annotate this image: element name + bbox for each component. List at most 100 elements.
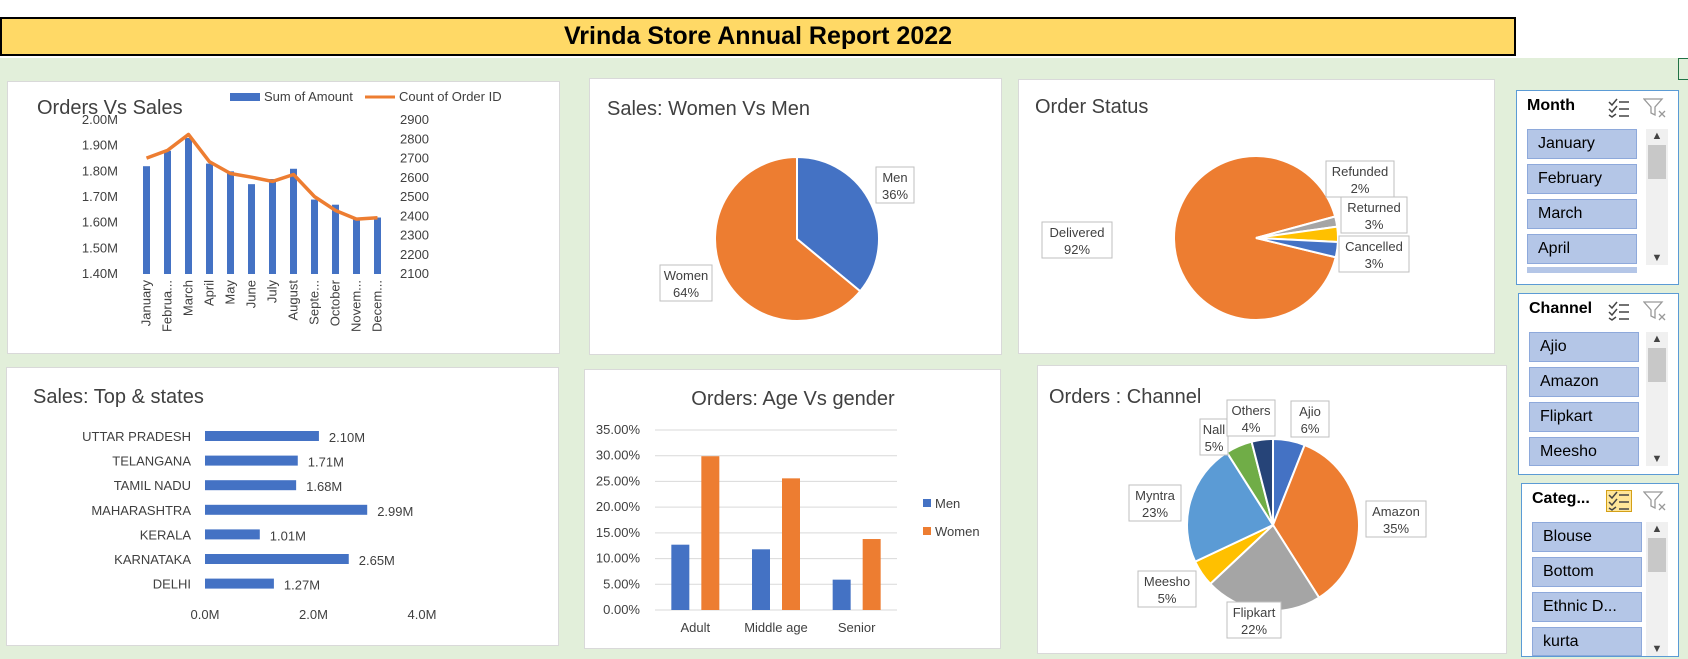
slicer-item-april[interactable]: April <box>1527 234 1637 264</box>
bar-march <box>185 137 192 274</box>
x-tick-label-februa: Februa... <box>160 280 175 332</box>
channel-label-box-meesho <box>1137 570 1197 608</box>
sales-top-states-chart[interactable]: Sales: Top & states UTTAR PRADESH 2.10M TEL… <box>6 367 559 646</box>
slicer-item-meesho[interactable]: Meesho <box>1529 437 1639 466</box>
orders-channel-chart[interactable]: Orders : Channel Ajio 6% Amazon 35% Flipkart 2… <box>1037 365 1507 654</box>
y-tick-label-uttar-pradesh: UTTAR PRADESH <box>82 429 191 444</box>
channel-pct-flipkart: 22% <box>1241 622 1267 637</box>
scroll-up-icon[interactable]: ▲ <box>1651 130 1663 142</box>
legend-swatch-women <box>923 527 931 535</box>
y-tick-label-maharashtra: MAHARASHTRA <box>91 503 191 518</box>
gender-pct-men: 36% <box>882 187 908 202</box>
scroll-thumb[interactable] <box>1648 538 1666 572</box>
scroll-thumb[interactable] <box>1648 348 1666 382</box>
status-label-returned: Returned <box>1347 200 1400 215</box>
y-right-tick-label: 2500 <box>400 189 429 204</box>
gender-slice-men <box>796 155 880 293</box>
y-right-tick-label: 2700 <box>400 151 429 166</box>
slicer-item-bottom[interactable]: Bottom <box>1532 557 1642 587</box>
x-tick-label-decem: Decem... <box>370 280 385 332</box>
slicer-category-scrollbar[interactable]: ▲ ▼ <box>1646 522 1668 656</box>
order-status-chart[interactable]: Order Status Delivered 92% Refunded 2% Return… <box>1018 79 1495 354</box>
legend-swatch-men <box>923 499 931 507</box>
scroll-up-icon[interactable]: ▲ <box>1651 333 1663 345</box>
channel-pct-amazon: 35% <box>1383 521 1409 536</box>
slicer-item-flipkart[interactable]: Flipkart <box>1529 402 1639 432</box>
slicer-month[interactable]: Month January February March April ▲ ▼ <box>1516 90 1679 285</box>
slicer-channel[interactable]: Channel Ajio Amazon Flipkart Meesho ▲ ▼ <box>1518 293 1679 475</box>
scroll-down-icon[interactable]: ▼ <box>1651 453 1663 465</box>
orders-channel-svg: Orders : Channel Ajio 6% Amazon 35% Flipkart 2… <box>1049 386 1427 639</box>
channel-label-ajio: Ajio <box>1299 404 1321 419</box>
scroll-down-icon[interactable]: ▼ <box>1651 643 1663 655</box>
slicer-item-partial <box>1527 267 1637 273</box>
channel-slice-amazon <box>1271 443 1360 599</box>
y-tick-label: 30.00% <box>596 448 641 463</box>
report-title-bar: Vrinda Store Annual Report 2022 <box>0 17 1516 56</box>
slicer-item-blouse[interactable]: Blouse <box>1532 522 1642 552</box>
y-tick-label: 15.00% <box>596 525 641 540</box>
channel-label-flipkart: Flipkart <box>1233 605 1276 620</box>
status-pct-returned: 3% <box>1365 217 1384 232</box>
y-tick-label-telangana: TELANGANA <box>112 454 191 469</box>
slicer-item-february[interactable]: February <box>1527 164 1637 194</box>
channel-pct-ajio: 6% <box>1301 421 1320 436</box>
x-tick-label-adult: Adult <box>681 620 711 635</box>
slicer-category[interactable]: Categ... Blouse Bottom Ethnic D... kurta… <box>1521 483 1679 657</box>
y-tick-label: 10.00% <box>596 551 641 566</box>
status-label-delivered: Delivered <box>1050 225 1105 240</box>
order-status-svg: Order Status Delivered 92% Refunded 2% Return… <box>1035 96 1410 321</box>
chart-title: Orders: Age Vs gender <box>691 388 895 410</box>
clear-filter-icon[interactable] <box>1642 490 1668 512</box>
multi-select-icon[interactable] <box>1606 490 1632 512</box>
chart-title: Orders : Channel <box>1049 386 1201 408</box>
clear-filter-icon[interactable] <box>1642 300 1668 322</box>
bar-senior-women <box>862 539 881 610</box>
sales-women-vs-men-svg: Sales: Women Vs Men Men 36% Women 64% <box>607 98 915 322</box>
scroll-down-icon[interactable]: ▼ <box>1651 252 1663 264</box>
x-tick-label: 2.0M <box>299 607 328 622</box>
slicer-item-march[interactable]: March <box>1527 199 1637 229</box>
gender-label-women: Women <box>664 268 709 283</box>
sales-top-states-svg: Sales: Top & states UTTAR PRADESH 2.10M TEL… <box>33 386 436 622</box>
slicer-item-ajio[interactable]: Ajio <box>1529 332 1639 362</box>
y-left-tick-label: 2.00M <box>82 112 118 127</box>
channel-label-box-ajio <box>1290 400 1330 438</box>
x-tick-label-may: May <box>223 280 238 305</box>
y-left-tick-label: 1.70M <box>82 189 118 204</box>
channel-pct-myntra: 23% <box>1142 505 1168 520</box>
y-left-tick-label: 1.60M <box>82 215 118 230</box>
y-right-tick-label: 2400 <box>400 208 429 223</box>
x-tick-label: 0.0M <box>191 607 220 622</box>
slicer-month-scrollbar[interactable]: ▲ ▼ <box>1646 129 1668 265</box>
slicer-item-january[interactable]: January <box>1527 129 1637 159</box>
sales-women-vs-men-chart[interactable]: Sales: Women Vs Men Men 36% Women 64% <box>589 78 1002 355</box>
slicer-item-amazon[interactable]: Amazon <box>1529 367 1639 397</box>
slicer-channel-scrollbar[interactable]: ▲ ▼ <box>1646 332 1668 466</box>
channel-label-box-nall <box>1199 418 1229 456</box>
scroll-thumb[interactable] <box>1648 145 1666 179</box>
x-tick-label-april: April <box>202 280 217 306</box>
clear-filter-icon[interactable] <box>1642 97 1668 119</box>
legend-swatch-sum-of-amount <box>230 93 260 101</box>
status-pct-cancelled: 3% <box>1365 256 1384 271</box>
data-label-maharashtra: 2.99M <box>377 504 413 519</box>
gender-label-men: Men <box>882 170 907 185</box>
data-label-uttar-pradesh: 2.10M <box>329 430 365 445</box>
slicer-item-kurta[interactable]: kurta <box>1532 627 1642 656</box>
gender-pct-women: 64% <box>673 285 699 300</box>
y-right-tick-label: 2200 <box>400 247 429 262</box>
data-label-delhi: 1.27M <box>284 578 320 593</box>
orders-age-vs-gender-svg: Orders: Age Vs gender 0.00% 5.00% 10.00% 15.… <box>596 388 980 635</box>
legend-label-women: Women <box>935 524 980 539</box>
multi-select-icon[interactable] <box>1606 97 1632 119</box>
y-tick-label-tamil-nadu: TAMIL NADU <box>114 478 191 493</box>
orders-vs-sales-chart[interactable]: Orders Vs Sales Sum of Amount Count of Ord… <box>7 81 560 354</box>
channel-label-box-amazon <box>1365 500 1427 538</box>
multi-select-icon[interactable] <box>1606 300 1632 322</box>
slicer-item-ethnic-dress[interactable]: Ethnic D... <box>1532 592 1642 622</box>
scroll-up-icon[interactable]: ▲ <box>1651 523 1663 535</box>
orders-age-vs-gender-chart[interactable]: Orders: Age Vs gender 0.00% 5.00% 10.00% 15.… <box>584 369 1001 649</box>
x-tick-label-october: October <box>328 279 343 326</box>
channel-slice-others <box>1250 437 1274 526</box>
